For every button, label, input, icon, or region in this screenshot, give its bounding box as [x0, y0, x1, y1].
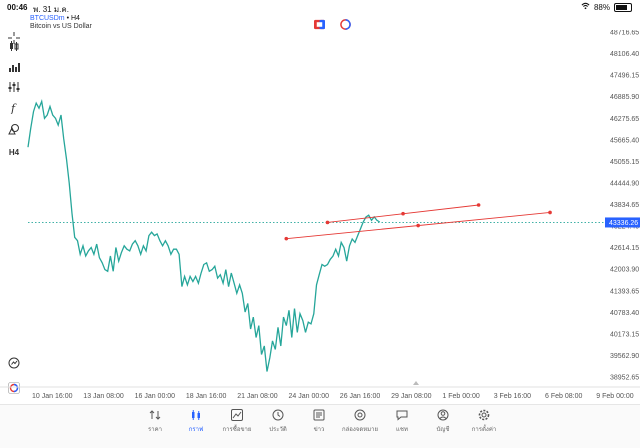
- status-right: 88%: [581, 2, 632, 12]
- price-tick-label: 47496.15: [610, 73, 639, 80]
- nav-item-3[interactable]: ประวัติ: [258, 409, 298, 434]
- price-tick-label: 45055.15: [610, 159, 639, 166]
- nav-item-label: ข่าว: [313, 427, 325, 433]
- price-tick-label: 46885.90: [610, 94, 639, 101]
- time-tick-label: 13 Jan 08:00: [83, 393, 124, 400]
- trendline-handle[interactable]: [401, 211, 405, 216]
- indicators-icon[interactable]: [340, 19, 351, 30]
- wifi-icon: [581, 2, 590, 12]
- status-time: 00:46: [7, 3, 28, 12]
- price-tick-label: 42003.90: [610, 267, 639, 274]
- nav-item-2[interactable]: การซื้อขาย: [217, 409, 257, 434]
- nav-item-4[interactable]: ข่าว: [299, 409, 339, 434]
- quotes-icon: [149, 410, 161, 420]
- history-icon: [272, 409, 284, 421]
- time-tick-label: 16 Jan 00:00: [135, 393, 176, 400]
- nav-item-label: ประวัติ: [269, 427, 287, 433]
- news-icon: [313, 409, 325, 421]
- price-tick-label: 43834.65: [610, 202, 639, 209]
- symbol-name: BTCUSDm: [30, 15, 65, 22]
- nav-item-0[interactable]: ราคา: [135, 409, 175, 434]
- price-tick-label: 45665.40: [610, 137, 639, 144]
- time-tick-label: 21 Jan 08:00: [237, 393, 278, 400]
- nav-item-label: แชท: [396, 427, 408, 433]
- search-chart-icon[interactable]: [8, 357, 20, 369]
- price-tick-label: 41393.65: [610, 288, 639, 295]
- status-date: พ. 31 ม.ค.: [33, 5, 69, 14]
- current-price-label: 43336.26: [609, 220, 638, 227]
- chart-symbol[interactable]: BTCUSDm • H4: [30, 15, 80, 22]
- nav-item-label: กราฟ: [188, 427, 204, 433]
- nav-item-label: กล่องจดหมาย: [341, 427, 379, 433]
- nav-item-6[interactable]: แชท: [382, 409, 422, 434]
- time-tick-label: 29 Jan 08:00: [391, 393, 432, 400]
- trade-icon: [231, 409, 243, 421]
- broker-logo-icon[interactable]: [8, 382, 20, 394]
- price-chart[interactable]: 48716.65 48106.40 47496.15 46885.90 46275.65…: [0, 30, 640, 400]
- price-tick-label: 42614.15: [610, 245, 639, 252]
- time-tick-label: 26 Jan 16:00: [340, 393, 381, 400]
- battery-percent: 88%: [593, 2, 610, 12]
- time-tick-label: 18 Jan 16:00: [186, 393, 227, 400]
- trendline-handle[interactable]: [476, 203, 481, 207]
- battery-icon: [614, 2, 632, 12]
- nav-item-label: การตั้งค่า: [471, 427, 497, 433]
- mailbox-icon: [354, 409, 366, 421]
- price-tick-label: 48716.65: [610, 30, 639, 37]
- time-tick-label: 10 Jan 16:00: [32, 393, 73, 400]
- price-series-line: [27, 98, 381, 372]
- chart-area[interactable]: 48716.65 48106.40 47496.15 46885.90 46275.65…: [0, 30, 640, 400]
- nav-item-5[interactable]: กล่องจดหมาย: [340, 409, 380, 434]
- svg-text:f: f: [10, 102, 17, 114]
- chart-icon: [192, 410, 200, 420]
- function-icon[interactable]: f: [8, 102, 20, 114]
- symbol-timeframe: H4: [70, 15, 80, 22]
- candles-icon[interactable]: [8, 40, 20, 52]
- volume-bars-icon[interactable]: [8, 61, 20, 73]
- bottom-nav: ราคา กราฟ การซื้อขาย ประวัติ ข่าว กล่องจดหมาย…: [0, 404, 640, 448]
- price-tick-label: 40173.15: [610, 331, 639, 338]
- price-tick-label: 44444.90: [610, 180, 639, 187]
- price-tick-label: 40783.40: [610, 310, 639, 317]
- crosshair-icon[interactable]: [8, 32, 20, 44]
- trendline-handle[interactable]: [284, 236, 289, 241]
- nav-item-label: บัญชี: [436, 427, 450, 433]
- price-tick-label: 39562.90: [610, 353, 639, 360]
- price-tick-label: 46275.65: [610, 116, 639, 123]
- trendline-handle[interactable]: [325, 220, 330, 225]
- time-tick-label: 9 Feb 00:00: [596, 393, 633, 400]
- price-tick-label: 48106.40: [610, 51, 639, 58]
- trendline-handle[interactable]: [416, 223, 420, 228]
- trendline-handle[interactable]: [548, 210, 552, 215]
- status-bar: 00:46 พ. 31 ม.ค. 88%: [0, 0, 640, 14]
- nav-item-8[interactable]: การตั้งค่า: [464, 409, 504, 434]
- nav-item-label: การซื้อขาย: [222, 427, 252, 433]
- settings-icon: [478, 409, 490, 421]
- nav-item-label: ราคา: [148, 427, 162, 433]
- symbol-description: Bitcoin vs US Dollar: [30, 23, 92, 30]
- nav-item-7[interactable]: บัญชี: [423, 409, 463, 434]
- nav-item-1[interactable]: กราฟ: [176, 409, 216, 434]
- shapes-icon[interactable]: [8, 123, 20, 135]
- current-price-badge: [605, 217, 640, 228]
- time-tick-label: 1 Feb 00:00: [442, 393, 479, 400]
- scroll-marker-icon[interactable]: [413, 381, 419, 385]
- symbol-separator: •: [66, 15, 71, 22]
- time-tick-label: 6 Feb 08:00: [545, 393, 582, 400]
- chat-icon: [396, 410, 408, 421]
- account-icon: [437, 409, 449, 421]
- time-tick-label: 24 Jan 00:00: [289, 393, 330, 400]
- price-tick-label: 38952.65: [610, 375, 639, 382]
- timeframe-button[interactable]: H4: [8, 147, 20, 157]
- one-click-trading-icon[interactable]: [314, 19, 325, 30]
- time-tick-label: 3 Feb 16:00: [494, 393, 531, 400]
- sliders-icon[interactable]: [8, 81, 20, 93]
